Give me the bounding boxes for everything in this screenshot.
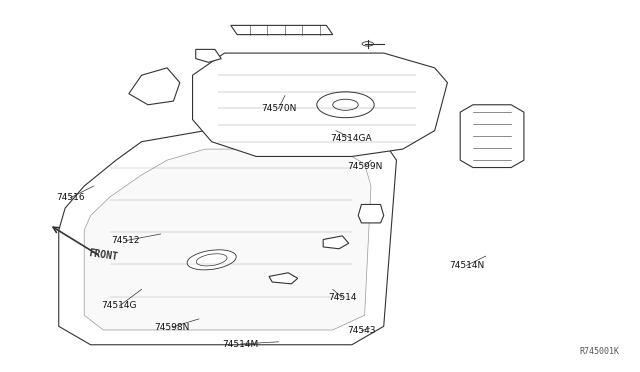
Ellipse shape (317, 92, 374, 118)
Ellipse shape (362, 42, 374, 46)
Text: 74599N: 74599N (347, 162, 382, 171)
Polygon shape (323, 236, 349, 249)
Polygon shape (358, 205, 384, 223)
Ellipse shape (333, 99, 358, 110)
Text: 74514G: 74514G (102, 301, 137, 311)
Polygon shape (460, 105, 524, 167)
Polygon shape (231, 25, 333, 35)
Polygon shape (59, 131, 396, 345)
Polygon shape (129, 68, 180, 105)
Text: 74514N: 74514N (449, 261, 484, 270)
Text: 74598N: 74598N (154, 323, 190, 331)
Text: FRONT: FRONT (88, 248, 118, 262)
Text: 74570N: 74570N (261, 104, 296, 113)
Polygon shape (193, 53, 447, 157)
Polygon shape (84, 149, 371, 330)
Ellipse shape (187, 250, 236, 270)
Text: 74543: 74543 (347, 326, 376, 335)
Text: 74514M: 74514M (222, 340, 259, 349)
Polygon shape (196, 49, 221, 62)
Polygon shape (269, 273, 298, 284)
Text: 74514: 74514 (328, 293, 356, 302)
Text: 74514GA: 74514GA (330, 134, 371, 142)
Text: R745001K: R745001K (579, 347, 620, 356)
Text: 74512: 74512 (111, 236, 140, 245)
Ellipse shape (196, 254, 227, 266)
Text: 74516: 74516 (56, 193, 84, 202)
